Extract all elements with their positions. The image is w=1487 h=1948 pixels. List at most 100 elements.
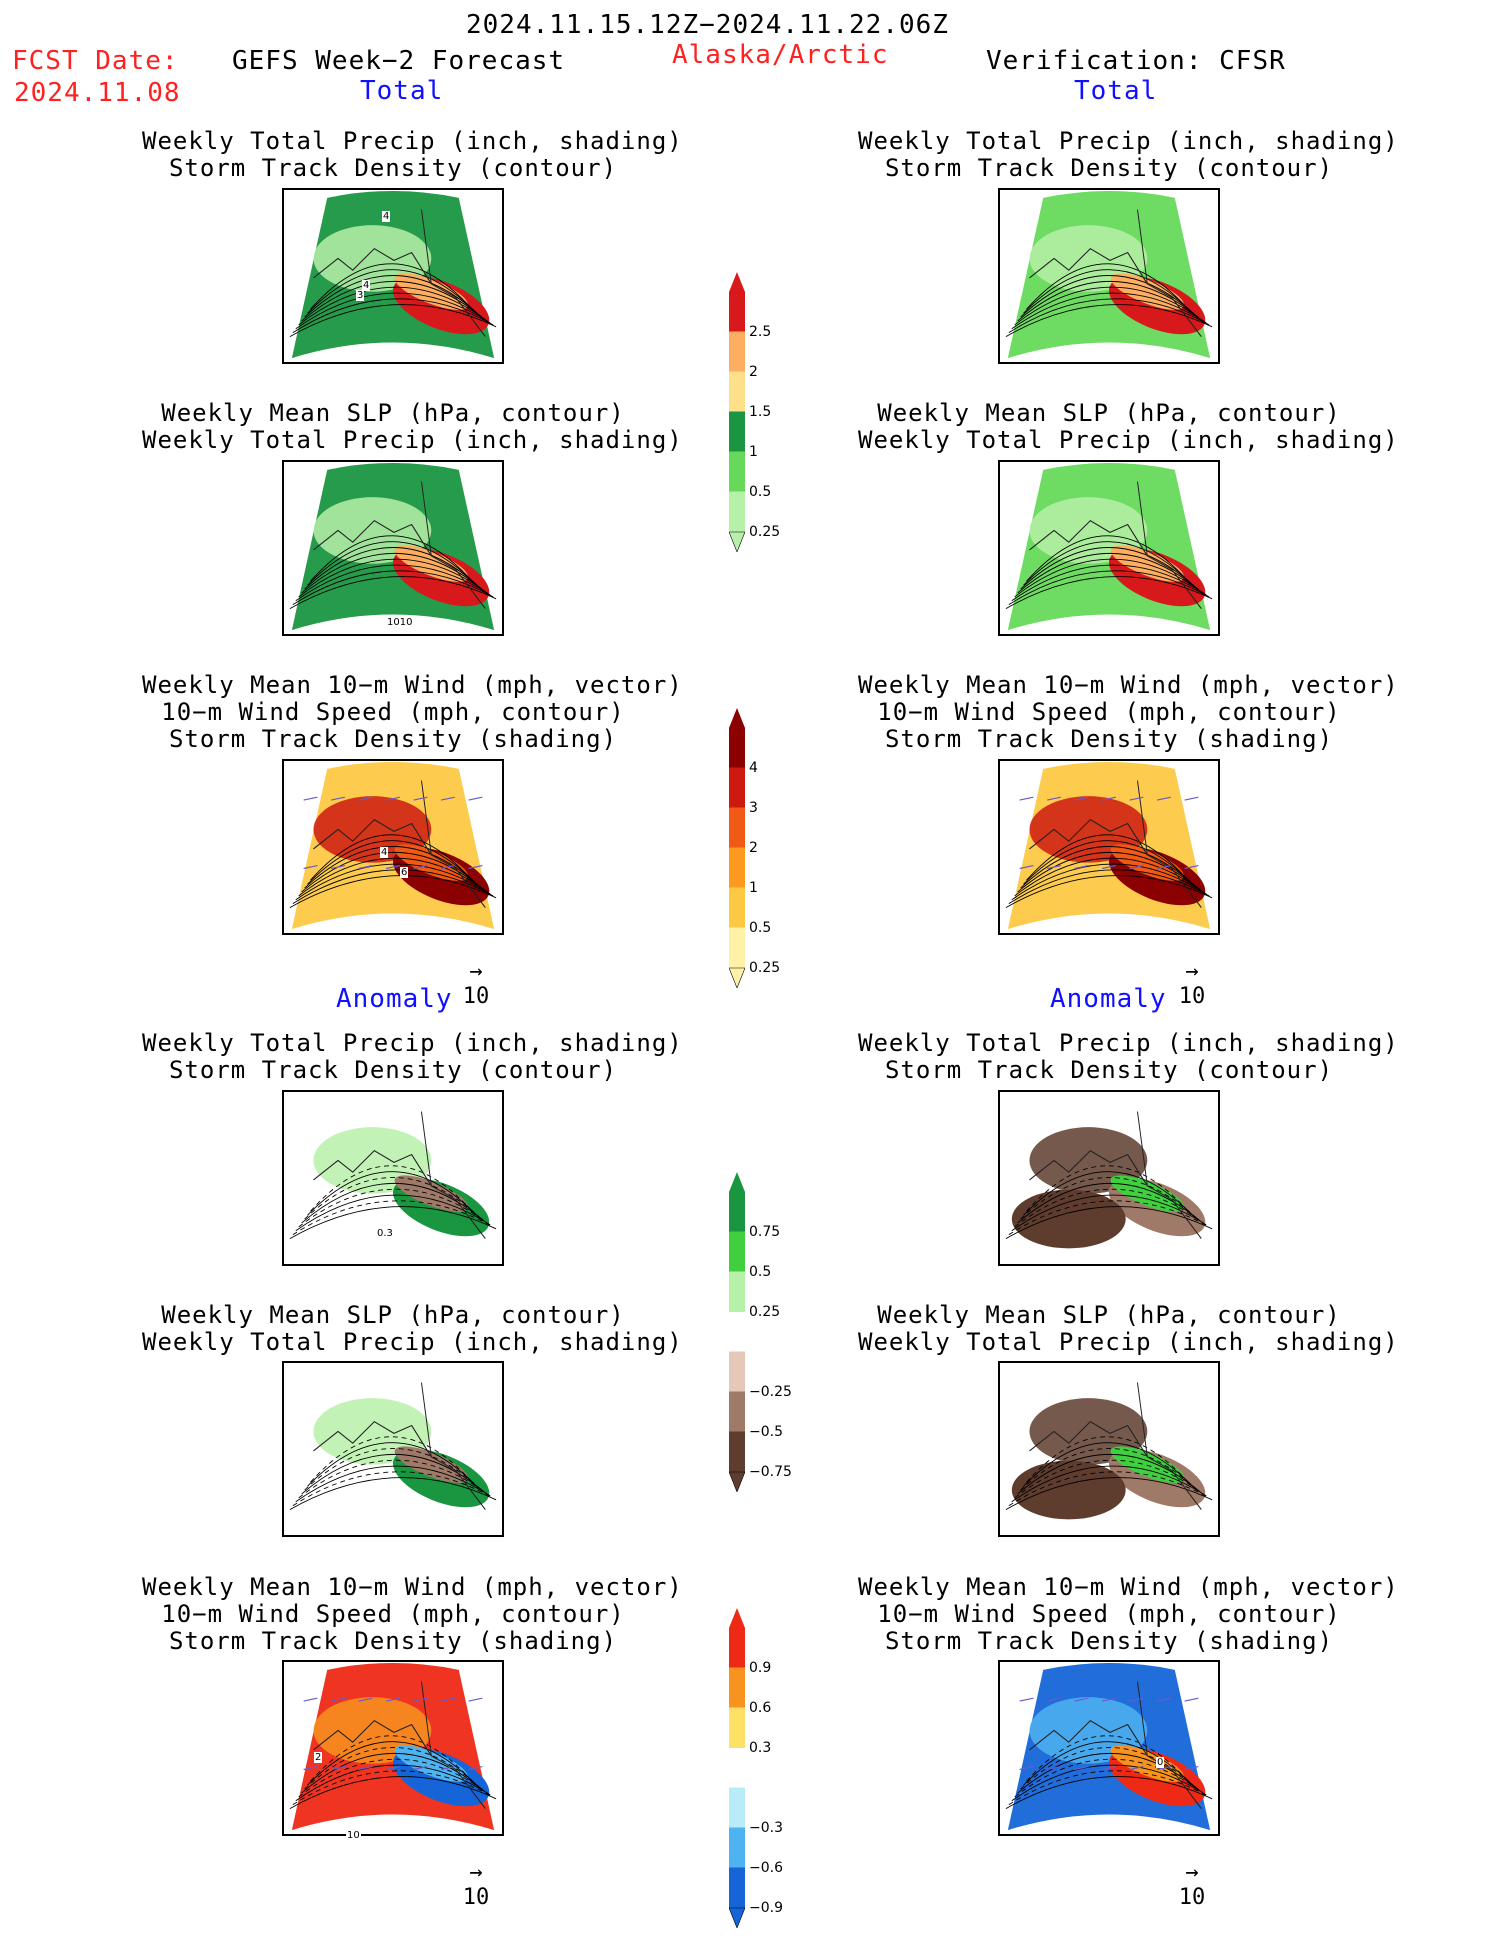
panel-title-line: Weekly Total Precip (inch, shading) (858, 426, 1399, 454)
panel-title-line: Storm Track Density (shading) (884, 1627, 1334, 1655)
colorbar-segment (729, 1787, 745, 1829)
colorbar-segment (729, 1431, 745, 1473)
vector-scale-arrow: → (469, 959, 483, 984)
panel-title-line: Weekly Total Precip (inch, shading) (142, 127, 683, 155)
contour-label: 4 (380, 847, 389, 858)
colorbar-label: 0.25 (749, 960, 781, 976)
vector-scale: → 10 (1172, 959, 1212, 1009)
region-title: Alaska/Arctic (672, 40, 889, 70)
panel-title-r3-c0: Weekly Total Precip (inch, shading) Storm… (142, 1029, 683, 1084)
colorbar-segment (729, 291, 745, 333)
colorbar-cap-bottom (729, 531, 745, 552)
panel-title-line: Weekly Total Precip (inch, shading) (858, 127, 1399, 155)
contour-label: 0.3 (376, 1228, 394, 1239)
colorbar-label: 0.6 (749, 1700, 772, 1716)
colorbar-segment (729, 1707, 745, 1749)
panel-title-r0-c1: Weekly Total Precip (inch, shading) Storm… (858, 127, 1399, 182)
panel-title-r2-c0: Weekly Mean 10−m Wind (mph, vector) 10−m … (142, 671, 683, 753)
colorbar-label: 0.25 (749, 524, 781, 540)
vector-scale-arrow: → (1185, 1860, 1199, 1885)
map-plot (284, 462, 502, 634)
colorbar-segment (729, 1667, 745, 1709)
colorbar-anom-track: 0.9 0.6 0.3 −0.3 −0.6 −0.9 (729, 1608, 829, 1948)
panel-title-line: Storm Track Density (contour) (884, 154, 1334, 182)
colorbar-cap-top (729, 708, 745, 728)
vector-scale-arrow: → (1185, 959, 1199, 984)
map-panel-r5-c0 (282, 1660, 504, 1836)
colorbar-strip (729, 1608, 745, 1928)
map-panel-r3-c1 (998, 1090, 1220, 1266)
map-plot (1000, 1363, 1218, 1535)
panel-title-line: Weekly Total Precip (inch, shading) (858, 1328, 1399, 1356)
colorbar-segment (729, 1351, 745, 1393)
colorbar-strip (729, 272, 745, 552)
map-panel-r5-c1 (998, 1660, 1220, 1836)
map-plot (284, 190, 502, 362)
panel-title-line: Storm Track Density (contour) (168, 154, 618, 182)
panel-title-line: Storm Track Density (shading) (168, 1627, 618, 1655)
map-plot (284, 1092, 502, 1264)
verification-label: Verification: CFSR (986, 46, 1286, 76)
colorbar-segment (729, 1312, 745, 1352)
colorbar-segment (729, 927, 745, 969)
colorbar-cap-bottom (729, 967, 745, 988)
colorbar-segment (729, 1391, 745, 1433)
colorbar-strip (729, 708, 745, 988)
panel-title-r3-c1: Weekly Total Precip (inch, shading) Storm… (858, 1029, 1399, 1084)
panel-title-line: Weekly Mean 10−m Wind (mph, vector) (142, 671, 683, 699)
vector-scale: → 10 (456, 959, 496, 1009)
colorbar-label: 3 (749, 800, 758, 816)
colorbar-anom-precip: 0.75 0.5 0.25 −0.25 −0.5 −0.75 (729, 1172, 829, 1512)
colorbar-label: −0.6 (749, 1860, 783, 1876)
contour-label: 2 (314, 1752, 323, 1763)
vector-scale-arrow: → (469, 1860, 483, 1885)
colorbar-segment (729, 887, 745, 929)
contour-label: 1010 (386, 617, 414, 628)
contour-label: 6 (400, 867, 409, 878)
contour-label: 4 (362, 280, 371, 291)
panel-title-r2-c1: Weekly Mean 10−m Wind (mph, vector) 10−m … (858, 671, 1399, 753)
panel-title-line: Weekly Total Precip (inch, shading) (142, 1029, 683, 1057)
colorbar-cap-bottom (729, 1471, 745, 1492)
panel-title-line: Weekly Total Precip (inch, shading) (142, 1328, 683, 1356)
map-panel-r0-c1 (998, 188, 1220, 364)
model-title: GEFS Week−2 Forecast (232, 46, 566, 76)
vector-scale-label: 10 (1178, 1885, 1206, 1910)
map-panel-r1-c1 (998, 460, 1220, 636)
contour-label: 4 (382, 211, 391, 222)
colorbar-segment (729, 1271, 745, 1313)
map-plot (284, 1662, 502, 1834)
panel-title-line: Weekly Mean 10−m Wind (mph, vector) (858, 671, 1399, 699)
colorbar-segment (729, 1191, 745, 1233)
panel-title-r4-c0: Weekly Mean SLP (hPa, contour) Weekly Tot… (142, 1301, 683, 1356)
panel-title-line: Weekly Mean SLP (hPa, contour) (161, 1301, 625, 1329)
colorbar-cap-top (729, 272, 745, 292)
map-panel-r2-c1 (998, 759, 1220, 935)
panel-title-line: 10−m Wind Speed (mph, contour) (877, 698, 1341, 726)
map-panel-r4-c0 (282, 1361, 504, 1537)
map-plot (284, 1363, 502, 1535)
fcst-label: FCST Date: (12, 46, 179, 76)
date-range: 2024.11.15.12Z−2024.11.22.06Z (466, 10, 949, 40)
vector-scale: → 10 (456, 1860, 496, 1910)
colorbar-cap-top (729, 1608, 745, 1628)
map-panel-r2-c0 (282, 759, 504, 935)
colorbar-segment (729, 1231, 745, 1273)
panel-title-line: Weekly Total Precip (inch, shading) (858, 1029, 1399, 1057)
panel-title-line: Weekly Mean SLP (hPa, contour) (877, 399, 1341, 427)
colorbar-segment (729, 1748, 745, 1788)
colorbar-label: 2.5 (749, 324, 772, 340)
panel-title-r1-c1: Weekly Mean SLP (hPa, contour) Weekly Tot… (858, 399, 1399, 454)
panel-title-r1-c0: Weekly Mean SLP (hPa, contour) Weekly Tot… (142, 399, 682, 454)
colorbar-label: 0.75 (749, 1224, 781, 1240)
contour-label: 10 (346, 1830, 361, 1841)
map-plot (1000, 1092, 1218, 1264)
panel-title-r0-c0: Weekly Total Precip (inch, shading) Storm… (142, 127, 683, 182)
colorbar-segment (729, 1627, 745, 1669)
map-plot (284, 761, 502, 933)
map-panel-r4-c1 (998, 1361, 1220, 1537)
panel-title-line: Weekly Mean SLP (hPa, contour) (161, 399, 625, 427)
panel-title-r4-c1: Weekly Mean SLP (hPa, contour) Weekly Tot… (858, 1302, 1399, 1356)
map-plot (1000, 761, 1218, 933)
colorbar-label: 0.25 (749, 1304, 781, 1320)
